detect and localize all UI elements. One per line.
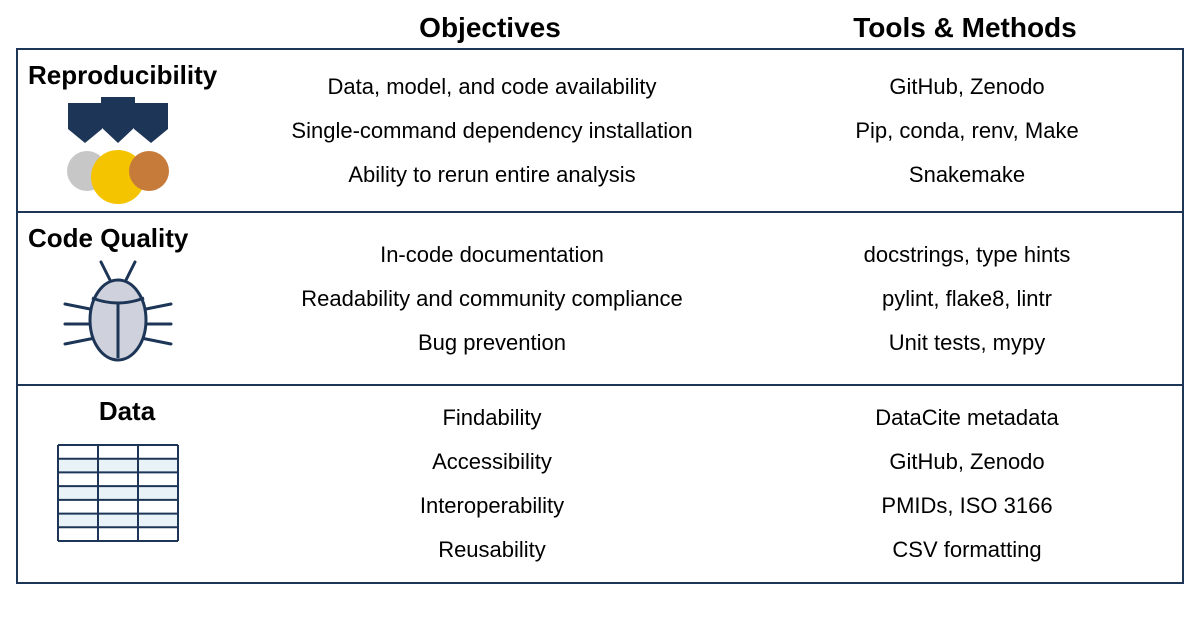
objective-cell: In-code documentation [232, 242, 752, 268]
section-title: Reproducibility [28, 60, 226, 91]
tools-cell: GitHub, Zenodo [752, 74, 1182, 100]
section-title: Data [28, 396, 226, 427]
tools-cell: Unit tests, mypy [752, 330, 1182, 356]
tools-cell: GitHub, Zenodo [752, 449, 1182, 475]
section-label-col: Code Quality [18, 213, 232, 384]
section-rows: In-code documentationdocstrings, type hi… [232, 213, 1182, 384]
objective-cell: Findability [232, 405, 752, 431]
table-row: FindabilityDataCite metadata [232, 396, 1182, 440]
tools-cell: pylint, flake8, lintr [752, 286, 1182, 312]
tools-cell: PMIDs, ISO 3166 [752, 493, 1182, 519]
objective-cell: Data, model, and code availability [232, 74, 752, 100]
tools-cell: Snakemake [752, 162, 1182, 188]
header-row: Objectives Tools & Methods [0, 0, 1200, 48]
section-label-col: Reproducibility [18, 50, 232, 211]
tools-cell: Pip, conda, renv, Make [752, 118, 1182, 144]
table-row: Readability and community compliancepyli… [232, 277, 1182, 321]
table-row: ReusabilityCSV formatting [232, 528, 1182, 572]
objective-cell: Single-command dependency installation [232, 118, 752, 144]
objective-cell: Reusability [232, 537, 752, 563]
objective-cell: Ability to rerun entire analysis [232, 162, 752, 188]
medals-icon [28, 95, 208, 205]
table-row: Bug preventionUnit tests, mypy [232, 321, 1182, 365]
section-rows: FindabilityDataCite metadataAccessibilit… [232, 386, 1182, 582]
header-objectives: Objectives [230, 12, 750, 44]
table-row: Ability to rerun entire analysisSnakemak… [232, 153, 1182, 197]
main-table: Reproducibility Data, model, and code av… [16, 48, 1184, 584]
table-row: AccessibilityGitHub, Zenodo [232, 440, 1182, 484]
header-tools: Tools & Methods [750, 12, 1180, 44]
section-label-col: Data [18, 386, 232, 582]
objective-cell: Readability and community compliance [232, 286, 752, 312]
bug-icon [28, 258, 208, 378]
table-row: Data, model, and code availabilityGitHub… [232, 65, 1182, 109]
tools-cell: docstrings, type hints [752, 242, 1182, 268]
tools-cell: CSV formatting [752, 537, 1182, 563]
tools-cell: DataCite metadata [752, 405, 1182, 431]
section-title: Code Quality [28, 223, 226, 254]
table-row: Single-command dependency installationPi… [232, 109, 1182, 153]
objective-cell: Interoperability [232, 493, 752, 519]
section-rows: Data, model, and code availabilityGitHub… [232, 50, 1182, 211]
objective-cell: Accessibility [232, 449, 752, 475]
spreadsheet-icon [28, 431, 208, 555]
section-data: Data FindabilityDataCite metadataAccessi… [18, 386, 1182, 582]
section-reproducibility: Reproducibility Data, model, and code av… [18, 50, 1182, 213]
figure-wrap: Objectives Tools & Methods Reproducibili… [0, 0, 1200, 638]
section-code-quality: Code Quality In-code documentationdocstr… [18, 213, 1182, 386]
table-row: InteroperabilityPMIDs, ISO 3166 [232, 484, 1182, 528]
table-row: In-code documentationdocstrings, type hi… [232, 233, 1182, 277]
objective-cell: Bug prevention [232, 330, 752, 356]
